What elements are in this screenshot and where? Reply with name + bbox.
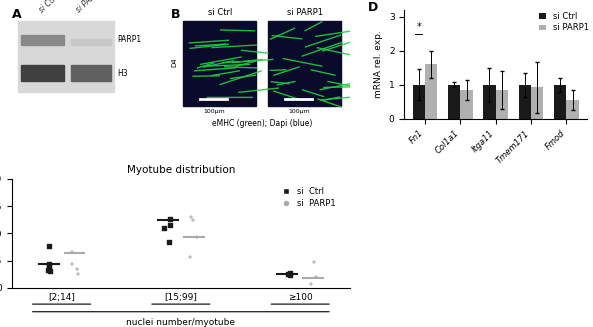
Point xyxy=(188,217,197,223)
Bar xyxy=(531,88,543,119)
Point xyxy=(311,274,321,280)
Point xyxy=(68,249,77,254)
Point xyxy=(286,272,295,277)
Point xyxy=(73,271,82,276)
Point xyxy=(283,271,293,276)
Point xyxy=(73,267,82,272)
Bar xyxy=(268,21,342,106)
Text: B: B xyxy=(171,8,181,21)
Point xyxy=(187,214,196,219)
Bar xyxy=(483,85,496,119)
X-axis label: nuclei number/myotube: nuclei number/myotube xyxy=(126,318,235,327)
Text: 100μm: 100μm xyxy=(203,109,225,114)
Bar xyxy=(21,65,64,81)
Point xyxy=(307,282,316,287)
Bar xyxy=(519,85,531,119)
Bar xyxy=(183,21,256,106)
Text: 100μm: 100μm xyxy=(288,109,310,114)
Text: A: A xyxy=(12,8,21,21)
Point xyxy=(68,261,77,267)
Bar xyxy=(21,35,64,45)
Point xyxy=(164,239,174,245)
Point xyxy=(44,263,54,268)
Bar xyxy=(460,90,473,119)
Point xyxy=(43,268,53,273)
Text: eMHC (green); Dapi (blue): eMHC (green); Dapi (blue) xyxy=(212,119,313,128)
Point xyxy=(44,244,54,249)
Bar xyxy=(71,65,110,81)
Point xyxy=(44,261,54,267)
Point xyxy=(286,270,295,275)
Text: D4: D4 xyxy=(171,57,177,67)
Bar xyxy=(496,90,508,119)
Legend: si  Ctrl, si  PARP1: si Ctrl, si PARP1 xyxy=(275,184,339,211)
Point xyxy=(46,269,55,274)
Legend: si Ctrl, si PARP1: si Ctrl, si PARP1 xyxy=(535,9,592,36)
Text: *: * xyxy=(416,22,421,32)
Bar xyxy=(71,39,110,45)
Bar xyxy=(448,85,460,119)
Text: PARP1: PARP1 xyxy=(117,35,142,44)
Point xyxy=(192,234,201,239)
Text: si Ctrl: si Ctrl xyxy=(208,8,232,17)
Text: si PARP1: si PARP1 xyxy=(74,0,104,14)
Text: H3: H3 xyxy=(117,69,128,77)
Point xyxy=(186,255,195,260)
Y-axis label: mRNA rel. exp.: mRNA rel. exp. xyxy=(374,30,383,98)
Bar xyxy=(18,21,114,92)
Bar xyxy=(413,85,425,119)
Text: si Ctrl: si Ctrl xyxy=(37,0,59,14)
Text: D: D xyxy=(368,1,378,14)
Bar xyxy=(566,100,579,119)
Title: Myotube distribution: Myotube distribution xyxy=(127,165,235,175)
Point xyxy=(160,225,169,231)
Text: si PARP1: si PARP1 xyxy=(287,8,323,17)
Point xyxy=(309,259,318,264)
Bar xyxy=(554,85,566,119)
Point xyxy=(165,216,175,222)
Bar xyxy=(425,64,438,119)
Point xyxy=(165,222,175,227)
